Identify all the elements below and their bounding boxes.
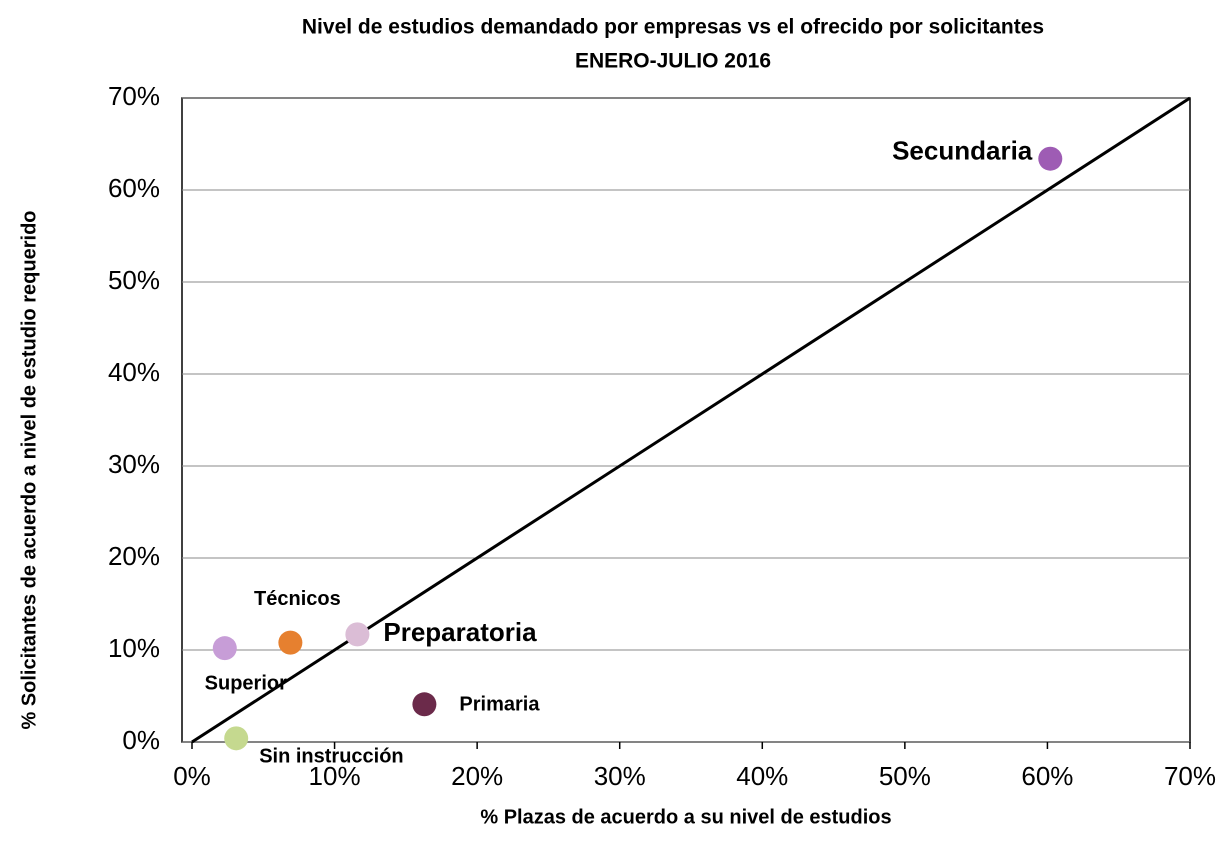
point bbox=[212, 636, 237, 661]
y-tick-label: 50% bbox=[108, 265, 160, 295]
x-tick-label: 30% bbox=[594, 761, 646, 791]
y-tick-label: 30% bbox=[108, 449, 160, 479]
y-tick-label: 60% bbox=[108, 173, 160, 203]
point-label: Preparatoria bbox=[383, 617, 537, 647]
point-label: Técnicos bbox=[254, 588, 341, 610]
chart-title: Nivel de estudios demandado por empresas… bbox=[302, 16, 1044, 39]
identity-line bbox=[191, 96, 1191, 744]
point bbox=[278, 630, 303, 655]
point-label: Sin instrucción bbox=[259, 746, 403, 768]
point-label: Primaria bbox=[459, 694, 540, 716]
point bbox=[412, 692, 437, 717]
y-tick-label: 20% bbox=[108, 541, 160, 571]
x-tick-label: 0% bbox=[173, 761, 211, 791]
y-tick-label: 10% bbox=[108, 633, 160, 663]
chart-subtitle: ENERO-JULIO 2016 bbox=[575, 50, 771, 73]
point bbox=[345, 622, 370, 647]
x-tick-label: 70% bbox=[1164, 761, 1216, 791]
point-label: Secundaria bbox=[892, 136, 1033, 166]
point bbox=[224, 726, 249, 751]
point bbox=[1038, 146, 1063, 171]
point-label: Superior bbox=[205, 672, 287, 694]
y-axis-label: % Solicitantes de acuerdo a nivel de est… bbox=[18, 210, 40, 729]
x-tick-label: 40% bbox=[736, 761, 788, 791]
x-tick-label: 60% bbox=[1021, 761, 1073, 791]
x-axis-label: % Plazas de acuerdo a su nivel de estudi… bbox=[480, 806, 891, 828]
y-tick-label: 40% bbox=[108, 357, 160, 387]
x-tick-label: 10% bbox=[309, 761, 361, 791]
x-tick-label: 20% bbox=[451, 761, 503, 791]
x-tick-label: 50% bbox=[879, 761, 931, 791]
y-tick-label: 70% bbox=[108, 81, 160, 111]
y-tick-label: 0% bbox=[122, 725, 160, 755]
